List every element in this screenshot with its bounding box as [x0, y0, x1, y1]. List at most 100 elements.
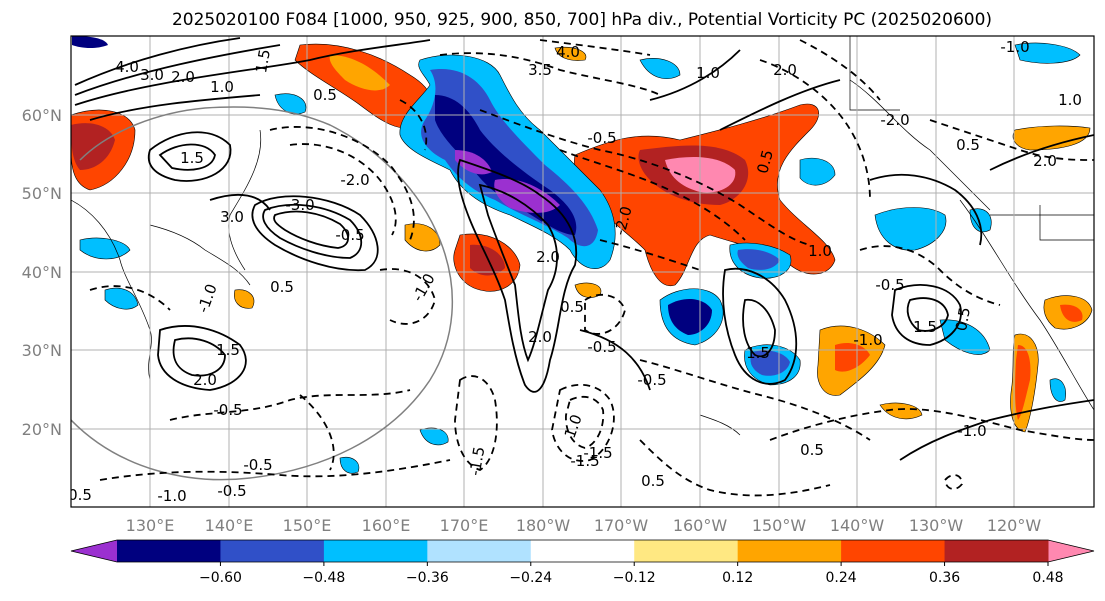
lon-label: 160°E	[362, 516, 411, 535]
contour-label: 0.5	[753, 148, 777, 176]
contour-label: 2.0	[773, 61, 797, 79]
contour-label: -0.5	[217, 482, 246, 500]
colorbar-cell	[841, 540, 946, 562]
contour-label: 3.0	[220, 208, 244, 226]
colorbar: −0.60 −0.48 −0.36 −0.24 −0.12 0.12 0.24 0.36 0.4…	[70, 539, 1095, 586]
contour-label: -0.5	[335, 226, 364, 244]
contour-label: 1.5	[913, 318, 937, 336]
colorbar-cell	[323, 540, 428, 562]
shading-negative	[72, 36, 1081, 474]
lon-label: 170°W	[594, 516, 649, 535]
contour-label: -0.5	[875, 276, 904, 294]
contour-label: 1.0	[808, 242, 832, 260]
contour-label: 0.5	[313, 86, 337, 104]
shading-positive	[71, 43, 1093, 433]
contour-label: -0.5	[637, 371, 666, 389]
contour-label: 0.5	[270, 278, 294, 296]
contour-label: 1.5	[252, 48, 274, 75]
contour-label: -1.0	[853, 331, 882, 349]
contour-label: -0.5	[587, 338, 616, 356]
colorbar-cell	[117, 540, 221, 562]
contour-label: 0.5	[952, 306, 974, 333]
contour-label: -1.5	[466, 445, 489, 477]
contour-label: 2.0	[193, 371, 217, 389]
contour-label: 4.0	[115, 58, 139, 76]
contour-label: -0.5	[243, 456, 272, 474]
great-circle	[71, 106, 454, 481]
coastlines	[71, 36, 1094, 436]
contour-label: -2.0	[880, 111, 909, 129]
contours-dashed	[89, 39, 1094, 497]
contour-label: 1.0	[696, 64, 720, 82]
map-panel: 4.0 3.0 2.0 1.0 1.5 0.5 -0.5 -1.0 -1.5 -…	[68, 35, 1095, 508]
contour-label: 1.5	[746, 344, 770, 362]
colorbar-tick-label: 0.24	[826, 570, 857, 586]
lon-label: 150°W	[752, 516, 807, 535]
colorbar-tick-label: −0.24	[509, 570, 552, 586]
contour-label: -1.5	[583, 444, 612, 462]
colorbar-cell	[737, 540, 842, 562]
contour-label: 1.0	[210, 78, 234, 96]
colorbar-extend-max	[1048, 540, 1094, 562]
lon-label: 170°E	[440, 516, 489, 535]
lat-label: 30°N	[22, 341, 62, 360]
lat-label: 50°N	[22, 184, 62, 203]
contours-solid	[74, 37, 1094, 461]
colorbar-cell	[530, 540, 635, 562]
contour-label: -0.5	[213, 401, 242, 419]
map-frame	[70, 35, 1095, 508]
lat-label: 60°N	[22, 106, 62, 125]
contour-label: 1.0	[1058, 91, 1082, 109]
lon-label: 180°W	[516, 516, 571, 535]
contour-label: -1.0	[1000, 38, 1029, 56]
contour-label: 0.5	[956, 136, 980, 154]
contour-label: -1.0	[957, 422, 986, 440]
gridlines	[71, 36, 1094, 507]
contour-label: 3.5	[528, 61, 552, 79]
lon-label: 130°W	[909, 516, 964, 535]
contour-label: -2.0	[340, 171, 369, 189]
contour-label: 0.5	[560, 298, 584, 316]
contour-label: 2.0	[528, 328, 552, 346]
colorbar-tick-label: −0.12	[613, 570, 656, 586]
lon-label: 140°E	[205, 516, 254, 535]
colorbar-tick-label: 0.36	[929, 570, 960, 586]
lon-label: 130°E	[126, 516, 175, 535]
contour-label: -1.5	[570, 452, 599, 470]
lon-label: 120°W	[987, 516, 1042, 535]
lat-label: 20°N	[22, 420, 62, 439]
colorbar-tick-label: 0.12	[722, 570, 753, 586]
contour-label: 2.0	[1033, 152, 1057, 170]
contour-label: 3.0	[140, 66, 164, 84]
contour-label: -3.0	[285, 196, 314, 214]
contour-label: -0.5	[587, 129, 616, 147]
lon-label: 140°W	[830, 516, 885, 535]
colorbar-cell	[220, 540, 325, 562]
colorbar-extend-min	[71, 540, 117, 562]
contour-label: 0.5	[641, 472, 665, 490]
colorbar-outline	[70, 539, 1095, 563]
contour-label: 0.5	[800, 441, 824, 459]
lon-labels: 130°E 140°E 150°E 160°E 170°E 180°W 170°…	[126, 516, 1042, 535]
map-title: 2025020100 F084 [1000, 950, 925, 900, 85…	[172, 10, 992, 30]
contour-label: 1.5	[216, 341, 240, 359]
colorbar-tick-label: −0.48	[302, 570, 345, 586]
colorbar-cell	[427, 540, 532, 562]
colorbar-cell	[634, 540, 739, 562]
contour-label: 0.5	[68, 486, 92, 504]
colorbar-tick-label: 0.48	[1032, 570, 1063, 586]
colorbar-cell	[944, 540, 1049, 562]
lat-labels: 60°N 50°N 40°N 30°N 20°N	[22, 106, 62, 439]
contour-label: 2.0	[536, 248, 560, 266]
colorbar-tick-label: −0.60	[199, 570, 242, 586]
colorbar-tick-label: −0.36	[406, 570, 449, 586]
contour-labels: 4.0 3.0 2.0 1.0 1.5 0.5 -0.5 -1.0 -1.5 -…	[68, 38, 1082, 505]
contour-label: -1.0	[157, 487, 186, 505]
lon-label: 160°W	[673, 516, 728, 535]
contour-label: 2.0	[171, 68, 195, 86]
lon-label: 150°E	[283, 516, 332, 535]
contour-label: 1.5	[180, 149, 204, 167]
contour-label: 4.0	[556, 43, 580, 61]
lat-label: 40°N	[22, 263, 62, 282]
